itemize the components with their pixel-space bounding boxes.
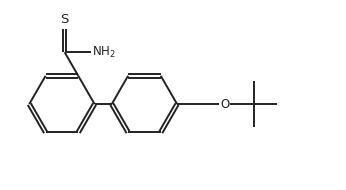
Text: NH$_2$: NH$_2$ [92,45,116,60]
Text: S: S [61,13,69,26]
Text: O: O [220,98,229,111]
